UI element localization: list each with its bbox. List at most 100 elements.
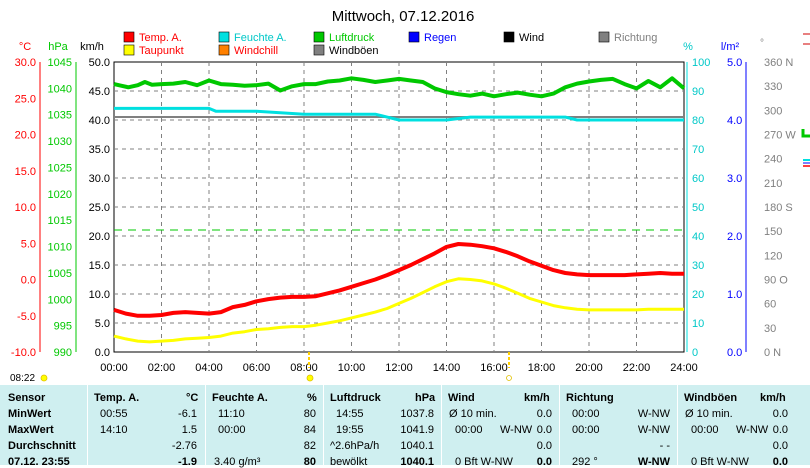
- direction-tick-label: 150: [764, 226, 782, 238]
- row-current-wind-bft: 0 Bft W-NW: [455, 456, 513, 468]
- chart-title: Mittwoch, 07.12.2016: [332, 8, 475, 25]
- rain-tick-label: 2.0: [727, 231, 742, 243]
- row-max-gust-time: 00:00: [691, 424, 719, 436]
- legend-item-rain: Regen: [408, 31, 456, 44]
- wind-tick-label: 5.0: [95, 318, 110, 330]
- axis-ticks: 30.0 25.0 20.0 15.0 10.0 5.0 0.0 -5.0 -10.0 1045 1…: [11, 57, 796, 374]
- wind-tick-label: 50.0: [89, 57, 110, 69]
- time-marker-label: 08:22: [10, 373, 35, 384]
- direction-tick-label: 180 S: [764, 202, 793, 214]
- edge-pressure-mark: [801, 129, 810, 138]
- wind-tick-label: 15.0: [89, 260, 110, 272]
- humidity-axis-unit: %: [683, 41, 693, 53]
- row-current-temp-value: -1.9: [178, 456, 197, 468]
- row-max-dir-time: 00:00: [572, 424, 600, 436]
- row-min-wind-avg: Ø 10 min.: [449, 408, 497, 420]
- svg-text:Taupunkt: Taupunkt: [139, 45, 184, 57]
- legend-item-humidity: Feuchte A.: [218, 31, 287, 44]
- row-max-label: MaxWert: [8, 424, 54, 436]
- wind-tick-label: 35.0: [89, 144, 110, 156]
- legend-item-wind: Wind: [503, 31, 544, 44]
- svg-text:Richtung: Richtung: [614, 32, 657, 44]
- row-max-hum-value: 84: [303, 424, 316, 436]
- humidity-tick-label: 90: [692, 86, 704, 98]
- x-tick-label: 24:00: [670, 362, 698, 374]
- row-min-temp-value: -6.1: [178, 408, 197, 420]
- temp-tick-label: -10.0: [11, 347, 36, 359]
- pressure-tick-label: 1015: [48, 215, 72, 227]
- row-max-press-value: 1041.9: [400, 424, 434, 436]
- direction-tick-label: 120: [764, 250, 782, 262]
- row-min-temp-time: 00:55: [100, 408, 128, 420]
- svg-text:Temp. A.: Temp. A.: [139, 32, 182, 44]
- header-gusts-unit: km/h: [760, 392, 786, 404]
- row-avg-press-trend: ^2.6hPa/h: [330, 440, 380, 452]
- svg-text:Regen: Regen: [424, 32, 456, 44]
- series-lines: [113, 76, 686, 344]
- header-pressure: Luftdruck: [330, 392, 381, 404]
- row-current-wind-value: 0.0: [536, 456, 552, 468]
- series-line-taupunkt: [113, 277, 684, 344]
- row-min-press-value: 1037.8: [400, 408, 434, 420]
- rain-tick-label: 4.0: [727, 115, 742, 127]
- humidity-tick-label: 50: [692, 202, 704, 214]
- row-min-hum-time: 11:10: [218, 408, 245, 420]
- row-current-abs-humidity: 3.40 g/m³: [214, 456, 261, 468]
- humidity-tick-label: 60: [692, 173, 704, 185]
- x-tick-label: 20:00: [575, 362, 603, 374]
- legend-item-gusts: Windböen: [313, 44, 379, 57]
- humidity-tick-label: 20: [692, 289, 704, 301]
- pressure-tick-label: 1035: [48, 110, 72, 122]
- direction-tick-label: 0 N: [764, 347, 781, 359]
- row-avg-temp-value: -2.76: [171, 440, 197, 452]
- direction-tick-label: 300: [764, 105, 782, 117]
- direction-tick-label: 210: [764, 178, 782, 190]
- wind-tick-label: 10.0: [89, 289, 110, 301]
- legend-item-temp: Temp. A.: [123, 31, 182, 44]
- wind-tick-label: 20.0: [89, 231, 110, 243]
- pressure-tick-label: 1000: [48, 294, 72, 306]
- header-pressure-unit: hPa: [415, 392, 436, 404]
- rain-axis-unit: l/m²: [721, 41, 740, 53]
- row-min-label: MinWert: [8, 408, 52, 420]
- temp-tick-label: 25.0: [15, 93, 36, 105]
- wind-tick-label: 40.0: [89, 115, 110, 127]
- row-current-label: 07.12. 23:55: [8, 456, 70, 468]
- series-line-feuchte-a: [114, 106, 684, 122]
- row-min-hum-value: 80: [303, 408, 316, 420]
- row-min-gust-value: 0.0: [772, 408, 788, 420]
- svg-text:Wind: Wind: [519, 32, 544, 44]
- svg-text:Feuchte A.: Feuchte A.: [234, 32, 287, 44]
- header-direction: Richtung: [566, 392, 614, 404]
- pressure-tick-label: 1020: [48, 189, 72, 201]
- x-tick-label: 10:00: [338, 362, 366, 374]
- row-max-wind-dir: W-NW: [500, 424, 533, 436]
- wind-axis-unit: km/h: [80, 41, 104, 53]
- x-tick-label: 06:00: [243, 362, 271, 374]
- row-max-temp-value: 1.5: [181, 424, 197, 436]
- humidity-tick-label: 10: [692, 318, 704, 330]
- row-avg-hum-value: 82: [303, 440, 316, 452]
- svg-text:Windchill: Windchill: [234, 45, 278, 57]
- humidity-tick-label: 0: [692, 347, 698, 359]
- svg-text:Windböen: Windböen: [329, 45, 379, 57]
- pressure-tick-label: 1040: [48, 83, 72, 95]
- temp-tick-label: 5.0: [21, 238, 36, 250]
- direction-tick-label: 60: [764, 299, 776, 311]
- pressure-axis-unit: hPa: [48, 41, 68, 53]
- humidity-tick-label: 40: [692, 231, 704, 243]
- row-max-hum-time: 00:00: [218, 424, 246, 436]
- legend: Temp. A. Feuchte A. Luftdruck Regen Wind…: [123, 31, 657, 57]
- temp-tick-label: 15.0: [15, 166, 36, 178]
- x-tick-label: 04:00: [195, 362, 223, 374]
- row-current-dir-value: W-NW: [637, 456, 670, 468]
- humidity-tick-label: 100: [692, 57, 710, 69]
- row-current-hum-value: 80: [303, 456, 316, 468]
- row-min-wind-value: 0.0: [536, 408, 552, 420]
- row-min-press-time: 14:55: [336, 408, 364, 420]
- row-min-dir-time: 00:00: [572, 408, 600, 420]
- row-max-dir-value: W-NW: [637, 424, 670, 436]
- wind-tick-label: 0.0: [95, 347, 110, 359]
- temp-tick-label: 20.0: [15, 130, 36, 142]
- header-wind: Wind: [448, 392, 475, 404]
